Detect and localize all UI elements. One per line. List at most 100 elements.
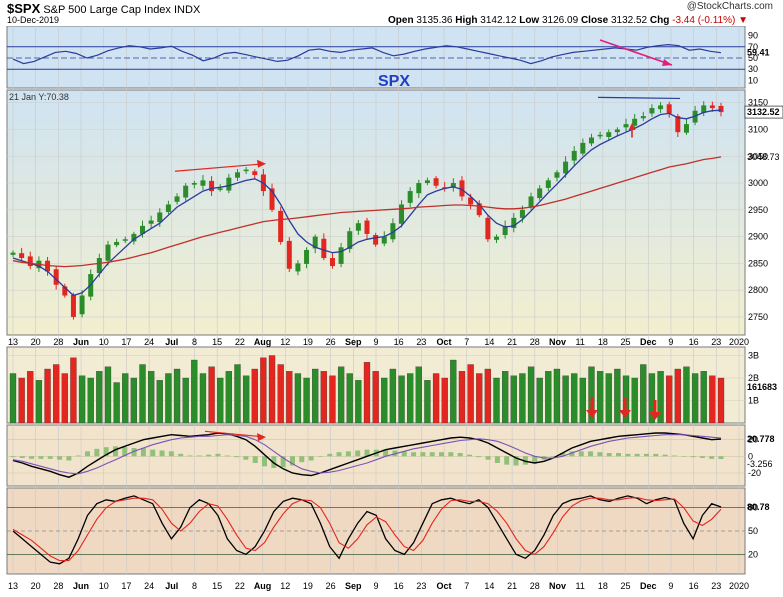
x-tick-label: 25	[621, 581, 631, 591]
macd-histogram-bar	[569, 451, 575, 457]
volume-bar	[709, 375, 716, 424]
price-candle-body	[347, 231, 353, 249]
volume-bar	[372, 371, 379, 424]
macd-histogram-bar	[494, 456, 500, 463]
volume-bar	[130, 377, 138, 424]
price-candle-body	[304, 249, 310, 264]
macd-histogram-bar	[457, 453, 463, 457]
volume-bar	[691, 373, 699, 424]
volume-bar	[70, 357, 77, 424]
x-tick-label: 18	[598, 581, 608, 591]
macd-histogram-bar	[187, 455, 193, 457]
rsi-tick-label: 90	[748, 31, 758, 41]
x-tick-label: 17	[121, 581, 131, 591]
volume-bar	[588, 366, 595, 424]
macd-histogram-bar	[634, 453, 640, 457]
price-candle-body	[390, 223, 396, 240]
macd-histogram-bar	[234, 456, 240, 458]
macd-histogram-bar	[19, 456, 25, 458]
x-tick-label: 17	[121, 337, 131, 347]
price-candle-body	[217, 188, 223, 190]
volume-bar	[260, 357, 267, 424]
macd-line	[12, 432, 722, 478]
price-candle-body	[675, 116, 681, 133]
volume-bar	[571, 373, 578, 424]
macd-tick-label: 0	[748, 451, 753, 461]
macd-histogram-bar	[560, 453, 566, 457]
price-candle-body	[226, 177, 232, 191]
volume-bar	[191, 359, 198, 424]
macd-histogram-bar	[383, 449, 389, 457]
volume-bar	[18, 377, 25, 424]
volume-down-arrowhead	[619, 410, 631, 418]
price-candle-body	[148, 220, 154, 224]
index-name: S&P 500 Large Cap Index	[43, 4, 171, 16]
x-tick-label: 19	[303, 337, 313, 347]
price-candle-body	[433, 178, 439, 186]
price-candle-body	[53, 269, 59, 285]
price-candle-body	[321, 238, 327, 259]
macd-histogram-bar	[709, 456, 715, 459]
x-tick-label: Aug	[254, 337, 272, 347]
price-candle-body	[373, 234, 379, 245]
x-tick-label: 24	[144, 581, 154, 591]
macd-histogram-bar	[616, 453, 622, 457]
x-tick-label: 16	[394, 337, 404, 347]
rsi-annotation-arrowhead	[662, 59, 672, 66]
macd-histogram-bar	[327, 453, 333, 457]
volume-bar	[363, 362, 371, 424]
macd-histogram-bar	[122, 447, 128, 457]
price-tick-label: 3150	[748, 98, 768, 108]
x-tick-label: 26	[326, 581, 336, 591]
volume-bar	[277, 364, 284, 424]
x-tick-label: Jun	[73, 337, 89, 347]
price-up-arrowhead	[628, 123, 636, 131]
x-tick-label: 24	[144, 337, 154, 347]
price-candle-body	[10, 252, 16, 255]
ohlc-readout: Open 3135.36 High 3142.12 Low 3126.09 Cl…	[388, 15, 748, 26]
macd-histogram-bar	[243, 456, 249, 460]
x-tick-label: 9	[668, 337, 673, 347]
macd-histogram-bar	[401, 451, 407, 457]
price-candle-body	[537, 188, 543, 199]
x-tick-label: 16	[689, 581, 699, 591]
macd-histogram-bar	[364, 449, 370, 457]
price-candle-body	[623, 124, 629, 128]
x-tick-label: 14	[484, 337, 494, 347]
macd-signal-line	[12, 434, 722, 475]
volume-bar	[527, 366, 535, 424]
symbol-title: $SPX S&P 500 Large Cap Index INDX	[7, 1, 200, 16]
volume-tick-label: 2B	[748, 373, 759, 383]
macd-histogram-bar	[317, 456, 323, 457]
x-tick-label: 23	[711, 581, 721, 591]
price-candle-body	[606, 132, 612, 137]
macd-histogram-bar	[262, 456, 268, 467]
volume-bar	[545, 371, 552, 424]
price-candle-body	[640, 116, 646, 119]
price-candle-body	[468, 197, 474, 205]
x-tick-label: 10	[99, 581, 109, 591]
macd-tick-label: 20	[748, 435, 758, 445]
price-tick-label: 2950	[748, 205, 768, 215]
x-tick-label: 13	[8, 337, 18, 347]
price-candle-body	[476, 203, 482, 216]
volume-bar	[631, 377, 638, 424]
x-tick-label: Oct	[437, 581, 452, 591]
volume-bar	[476, 373, 483, 424]
macd-trend-arrowhead	[257, 433, 266, 442]
low-value: 3126.09	[542, 15, 579, 26]
close-value: 3132.52	[610, 15, 648, 26]
price-candle-body	[131, 233, 137, 242]
x-tick-label: Dec	[640, 581, 657, 591]
volume-bar	[562, 375, 569, 424]
price-candle-body	[286, 240, 292, 269]
volume-bar	[389, 368, 397, 424]
volume-bar	[87, 377, 94, 424]
price-candle-body	[588, 137, 594, 144]
x-tick-label: 12	[280, 581, 290, 591]
price-candle-body	[140, 225, 146, 234]
volume-bar	[35, 380, 43, 424]
volume-bar	[484, 368, 492, 424]
rsi-line	[12, 43, 722, 65]
x-tick-label: Sep	[345, 337, 362, 347]
